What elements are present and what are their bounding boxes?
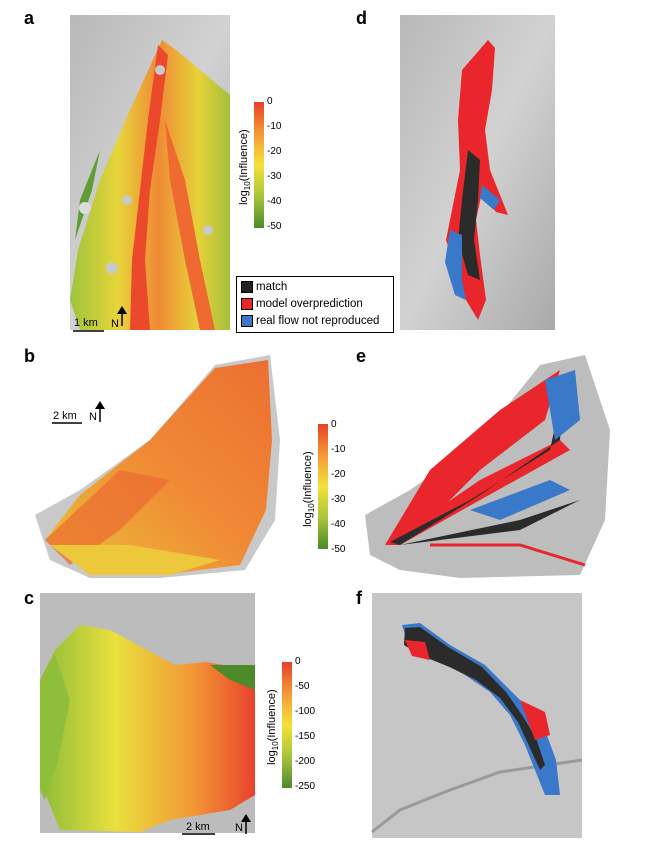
legend-label: match (256, 281, 288, 293)
colorbar-tick: -30 (331, 494, 346, 505)
panel-a-cone (203, 225, 213, 235)
colorbar-a-title: log10(Influence) (238, 112, 252, 222)
north-label-b: N (89, 411, 97, 423)
panel-e-map (365, 355, 610, 578)
title-sub: 10 (243, 181, 253, 191)
panel-c-green-edge (210, 665, 255, 690)
panel-e-overprediction-line (430, 543, 586, 567)
panel-c-colorbar (282, 662, 292, 788)
panel-c-map (40, 593, 255, 833)
colorbar-tick: -200 (295, 756, 316, 767)
panel-label-f: f (356, 588, 362, 608)
colorbar-tick: -100 (295, 706, 316, 717)
colorbar-b-ramp (318, 424, 328, 549)
colorbar-b-title: log10(Influence) (302, 434, 316, 544)
colorbar-tick: 0 (331, 419, 337, 430)
panel-a-main-channel (130, 45, 168, 330)
colorbar-c-ramp (282, 662, 292, 788)
legend-item-overprediction: model overprediction (241, 297, 363, 311)
title-rest: (Influence) (301, 451, 314, 504)
north-arrow-a (117, 306, 127, 326)
north-label-a: N (111, 318, 119, 330)
colorbar-tick: -50 (331, 544, 346, 555)
title-sub: 10 (307, 503, 317, 513)
scalebar-a-label: 1 km (74, 317, 98, 329)
panel-a-cone (122, 195, 132, 205)
panel-b-channel (45, 470, 170, 565)
panel-d-not-reproduced (480, 185, 500, 210)
title-log: log (265, 750, 278, 765)
panel-d-match (458, 150, 480, 280)
panel-label-e: e (356, 346, 367, 366)
panel-a-branch-channel (165, 120, 215, 330)
colorbar-tick: 0 (267, 96, 273, 107)
title-sub: 10 (271, 741, 281, 751)
panel-c-influence-fan (40, 625, 255, 832)
panel-e-not-reproduced (470, 480, 570, 520)
panel-b-yellow-zone (50, 545, 220, 575)
panel-label-a: a (24, 8, 35, 28)
colorbar-tick: -40 (331, 519, 346, 530)
legend-swatch-overprediction (241, 298, 253, 310)
north-label-c: N (235, 822, 243, 834)
panel-f-overprediction (520, 700, 550, 740)
colorbar-tick: -50 (267, 221, 282, 232)
panel-c-green-edge (40, 655, 70, 800)
legend-label: real flow not reproduced (256, 315, 380, 327)
north-arrow-head (117, 306, 127, 314)
panel-f-ridge (371, 758, 583, 834)
colorbar-tick: -150 (295, 731, 316, 742)
legend: match model overprediction real flow not… (236, 276, 394, 333)
legend-label: model overprediction (256, 298, 363, 310)
panel-f-overprediction (405, 640, 430, 660)
panel-f-match (404, 627, 545, 770)
colorbar-tick: -10 (331, 444, 346, 455)
colorbar-tick: -20 (267, 146, 282, 157)
legend-item-not-reproduced: real flow not reproduced (241, 314, 379, 328)
colorbar-tick: -10 (267, 121, 282, 132)
colorbar-a-ramp (254, 102, 264, 228)
colorbar-tick: 0 (295, 656, 301, 667)
colorbar-tick: -20 (331, 469, 346, 480)
colorbar-tick: -50 (295, 681, 310, 692)
panel-f-hillshade (372, 593, 582, 838)
legend-item-match: match (241, 280, 287, 294)
colorbar-c-title: log10(Influence) (266, 672, 280, 782)
panel-a-colorbar (254, 102, 264, 228)
panel-label-c: c (24, 588, 35, 608)
north-arrow-c (241, 814, 251, 834)
title-rest: (Influence) (265, 689, 278, 742)
legend-swatch-not-reproduced (241, 315, 253, 327)
panel-e-match (390, 380, 565, 545)
panel-e-overprediction (385, 370, 560, 545)
panel-d-map (400, 15, 555, 330)
panel-label-b: b (24, 346, 35, 366)
panel-a-map (70, 15, 230, 330)
panel-a-cone (155, 65, 165, 75)
panel-d-not-reproduced (445, 230, 466, 300)
panel-b-map (35, 355, 280, 578)
colorbar-tick: -250 (295, 781, 316, 792)
legend-swatch-match (241, 281, 253, 293)
title-log: log (301, 512, 314, 527)
colorbar-tick: -40 (267, 196, 282, 207)
panel-a-cone (106, 262, 118, 274)
panel-b-colorbar (318, 424, 328, 549)
panel-a-green-edge (75, 150, 100, 240)
panel-e-not-reproduced (545, 370, 580, 440)
north-arrow-head (241, 814, 251, 822)
panel-f-map (371, 593, 583, 838)
title-rest: (Influence) (237, 129, 250, 182)
north-arrow-b (95, 401, 105, 422)
scalebar-b-label: 2 km (53, 410, 77, 422)
panel-a-cone (79, 202, 91, 214)
scalebar-c-label: 2 km (186, 821, 210, 833)
panel-label-d: d (356, 8, 367, 28)
colorbar-tick: -30 (267, 171, 282, 182)
title-log: log (237, 190, 250, 205)
north-arrow-head (95, 401, 105, 409)
